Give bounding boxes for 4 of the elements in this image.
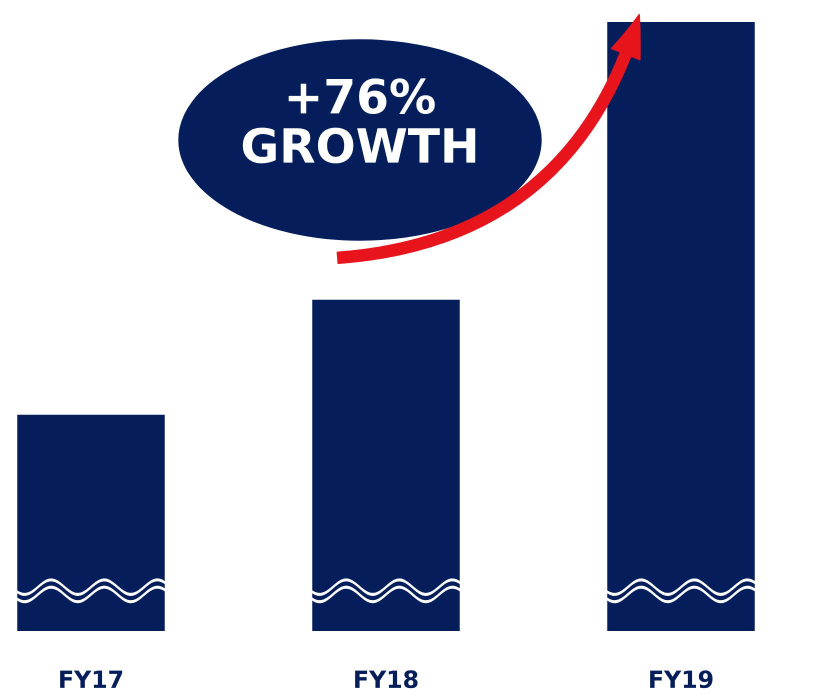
x-tick-label: FY18 bbox=[355, 670, 418, 688]
annotation: +76% GROWTH bbox=[242, 78, 476, 164]
x-tick-label: FY17 bbox=[60, 670, 122, 688]
x-tick-label: FY19 bbox=[650, 670, 713, 688]
